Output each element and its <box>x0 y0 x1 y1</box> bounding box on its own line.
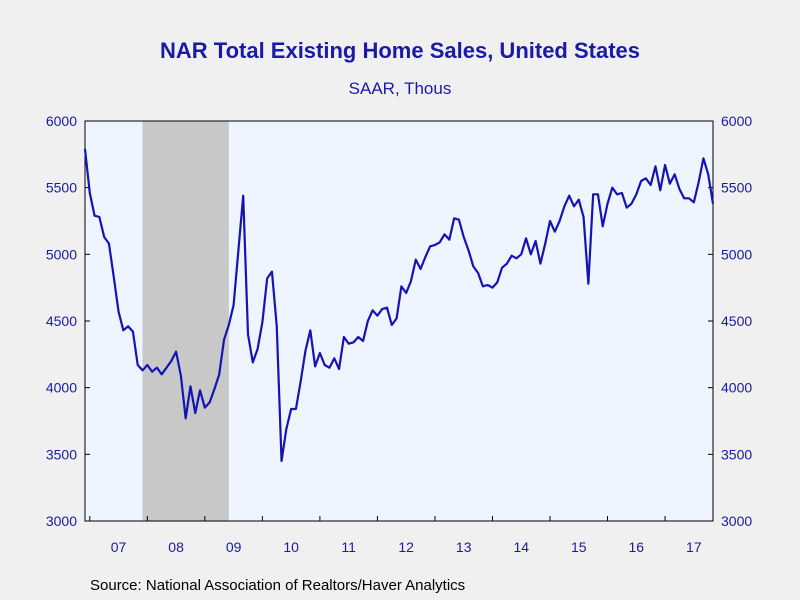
source-note: Source: National Association of Realtors… <box>90 577 466 594</box>
y-tick-label-right: 5500 <box>721 180 752 196</box>
y-tick-label-left: 3000 <box>46 513 77 529</box>
x-tick-label: 16 <box>629 539 645 555</box>
y-tick-label-left: 5000 <box>46 246 77 262</box>
y-tick-label-right: 5000 <box>721 246 752 262</box>
chart-subtitle: SAAR, Thous <box>348 79 452 98</box>
series-line-existing-home-sales <box>83 148 715 463</box>
x-tick-label: 11 <box>341 539 356 555</box>
x-tick-label: 15 <box>571 539 587 555</box>
x-tick-label: 07 <box>111 539 127 555</box>
y-tick-label-right: 4000 <box>721 380 752 396</box>
recession-shade <box>142 121 229 521</box>
x-tick-label: 17 <box>686 539 702 555</box>
y-tick-label-right: 6000 <box>721 113 752 129</box>
x-tick-label: 10 <box>283 539 299 555</box>
y-tick-label-right: 3500 <box>721 446 752 462</box>
y-tick-label-left: 4000 <box>46 380 77 396</box>
y-tick-label-right: 3000 <box>721 513 752 529</box>
y-tick-label-left: 4500 <box>46 313 77 329</box>
chart-title: NAR Total Existing Home Sales, United St… <box>159 38 641 63</box>
x-tick-label: 12 <box>398 539 414 555</box>
x-tick-label: 08 <box>168 539 184 555</box>
y-tick-label-right: 4500 <box>721 313 752 329</box>
y-tick-label-left: 3500 <box>46 446 77 462</box>
x-tick-label: 09 <box>226 539 242 555</box>
x-tick-label: 13 <box>456 539 472 555</box>
x-tick-label: 14 <box>513 539 529 555</box>
y-tick-label-left: 5500 <box>46 180 77 196</box>
y-tick-label-left: 6000 <box>46 113 77 129</box>
